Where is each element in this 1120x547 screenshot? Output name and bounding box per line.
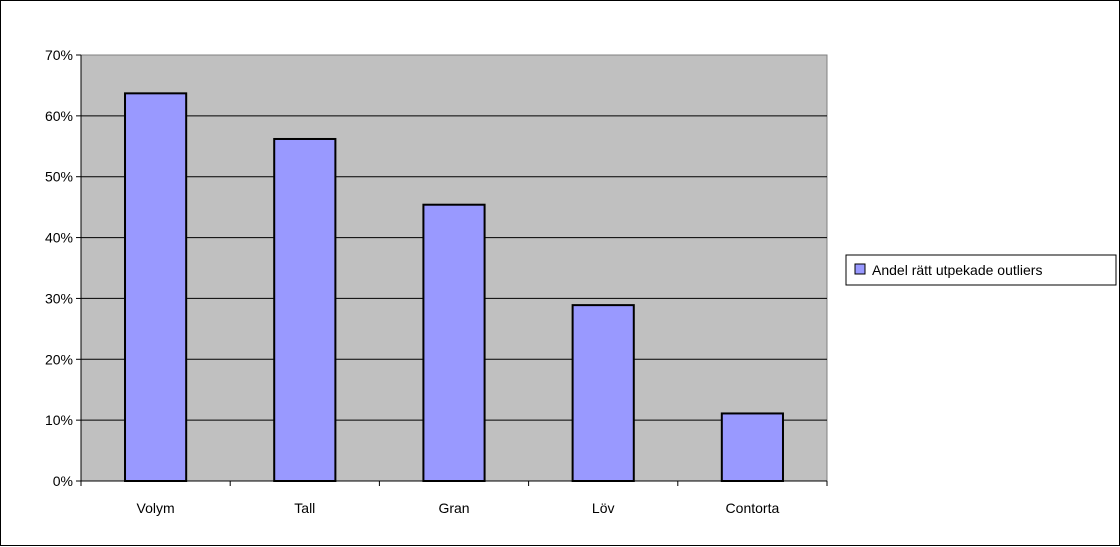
- x-tick-label: Contorta: [726, 500, 780, 516]
- bar-gran: [422, 203, 486, 483]
- y-tick-label: 50%: [45, 169, 73, 185]
- y-tick-label: 60%: [45, 108, 73, 124]
- y-tick-label: 40%: [45, 230, 73, 246]
- y-tick-label: 20%: [45, 351, 73, 367]
- x-tick-label: Löv: [592, 500, 615, 516]
- bars: [124, 92, 784, 483]
- x-tick-label: Volym: [137, 500, 175, 516]
- y-tick-label: 10%: [45, 412, 73, 428]
- y-tick-label: 30%: [45, 290, 73, 306]
- bar-tall: [273, 137, 337, 483]
- legend-swatch: [854, 263, 866, 275]
- y-tick-label: 70%: [45, 47, 73, 63]
- bar-löv: [571, 304, 635, 482]
- legend-box: [845, 254, 1117, 286]
- x-tick-label: Gran: [438, 500, 469, 516]
- bar-volym: [124, 92, 188, 482]
- x-tick-label: Tall: [294, 500, 315, 516]
- gridlines: [81, 115, 827, 421]
- y-tick-label: 0%: [53, 473, 73, 489]
- y-axis-ticks: 0% 10% 20% 30% 40% 50% 60% 70%: [45, 47, 81, 489]
- bar-contorta: [720, 412, 784, 483]
- x-axis-ticks: Volym Tall Gran Löv Contorta: [80, 481, 828, 516]
- legend: Andel rätt utpekade outliers: [845, 254, 1117, 286]
- legend-label: Andel rätt utpekade outliers: [872, 262, 1042, 278]
